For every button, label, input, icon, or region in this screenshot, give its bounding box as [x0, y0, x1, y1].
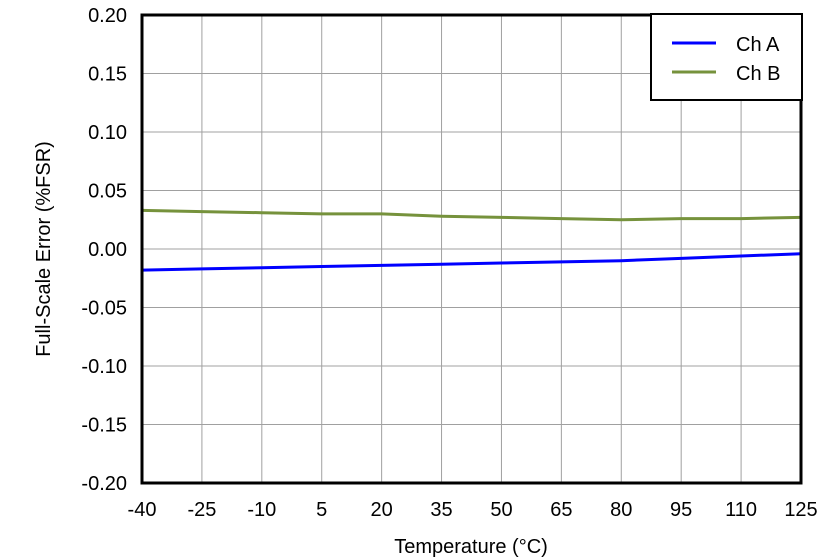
plot-frame: [140, 13, 803, 485]
y-tick-label: -0.05: [81, 298, 127, 320]
legend-label-ch-a: Ch A: [736, 34, 780, 56]
x-tick-label: 35: [430, 499, 452, 521]
x-tick-label: 125: [784, 499, 817, 521]
y-axis-ticks: 0.20 0.15 0.10 0.05 0.00 -0.05 -0.10 -0.15 -0.20: [81, 5, 127, 495]
x-tick-label: 95: [670, 499, 692, 521]
x-axis-title: Temperature (°C): [394, 536, 548, 558]
data-series: [141, 208, 802, 272]
y-axis-title: Full-Scale Error (%FSR): [33, 141, 55, 357]
y-tick-label: 0.00: [88, 239, 127, 261]
x-tick-label: 80: [610, 499, 632, 521]
y-tick-label: -0.10: [81, 356, 127, 378]
series-line-ch-a: [141, 252, 802, 272]
y-tick-label: 0.10: [88, 122, 127, 144]
y-tick-label: -0.15: [81, 415, 127, 437]
x-tick-label: 110: [725, 499, 757, 521]
y-tick-label: 0.05: [88, 181, 127, 203]
x-tick-label: -10: [247, 499, 276, 521]
y-tick-label: 0.15: [88, 64, 127, 86]
series-line-ch-b: [141, 208, 802, 222]
y-tick-label: -0.20: [81, 473, 127, 495]
x-tick-label: 5: [316, 499, 327, 521]
x-tick-label: 20: [371, 499, 393, 521]
legend: Ch A Ch B: [650, 13, 803, 101]
x-tick-label: 50: [490, 499, 512, 521]
x-tick-label: -25: [187, 499, 216, 521]
x-axis-ticks: -40 -25 -10 5 20 35 50 65 80 95 110 125: [128, 499, 818, 521]
y-tick-label: 0.20: [88, 5, 127, 27]
legend-box: [650, 13, 803, 101]
legend-label-ch-b: Ch B: [736, 63, 780, 85]
x-tick-label: -40: [128, 499, 157, 521]
x-tick-label: 65: [550, 499, 572, 521]
